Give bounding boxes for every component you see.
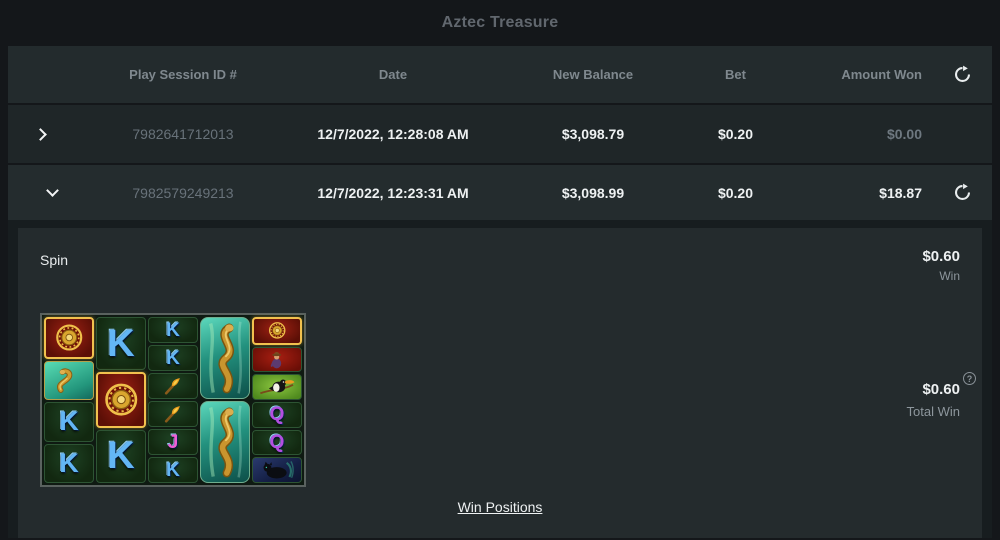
slot-cell-explorer (252, 346, 302, 373)
slot-cell-torch (148, 373, 198, 399)
detail-header: Spin $0.60 Win (40, 248, 960, 283)
slot-cell-snake-tall (200, 401, 250, 483)
slot-reel (200, 317, 250, 483)
win-positions-link[interactable]: Win Positions (457, 499, 543, 515)
replay-icon[interactable] (945, 176, 979, 210)
chevron-right-icon (34, 127, 47, 141)
new-balance-value: $3,098.99 (561, 184, 625, 201)
header-bet: Bet (725, 67, 746, 82)
slot-cell-K: K (96, 429, 146, 483)
refresh-icon[interactable] (945, 58, 979, 92)
total-win-block: $0.60 ? Total Win (906, 372, 976, 419)
slot-cell-torch (148, 401, 198, 427)
header-amount-won: Amount Won (841, 67, 922, 82)
collapse-row-button[interactable] (8, 184, 78, 197)
slot-cell-K: K (44, 402, 94, 442)
bet-value: $0.20 (717, 126, 754, 142)
slot-cell-Q: Q (252, 429, 302, 456)
slot-cell-K: K (148, 457, 198, 483)
slot-cell-K: K (148, 345, 198, 371)
action-label: Spin (40, 252, 69, 268)
amount-won-value: $0.00 (886, 126, 922, 142)
slot-cell-snake-tall (200, 317, 250, 399)
expand-row-button[interactable] (8, 127, 78, 141)
amount-won-value: $18.87 (879, 184, 922, 201)
slot-cell-K: K (96, 317, 146, 371)
slot-cell-K: K (44, 443, 94, 483)
win-block: $0.60 Win (922, 248, 960, 283)
chevron-down-icon (46, 184, 59, 197)
slot-cell-medallion (252, 317, 302, 345)
slot-cell-Q: Q (252, 402, 302, 428)
total-win-amount: $0.60 (922, 381, 960, 398)
win-amount: $0.60 (922, 248, 960, 265)
session-id-value: 7982641712013 (132, 126, 234, 142)
slot-cell-panther (252, 457, 302, 484)
total-win-label: Total Win (906, 404, 960, 419)
slot-cell-medallion (44, 317, 94, 359)
header-date: Date (378, 67, 408, 82)
slot-cell-J: J (148, 429, 198, 455)
session-id-value: 7982579249213 (132, 184, 234, 201)
date-value: 12/7/2022, 12:23:31 AM (317, 184, 469, 201)
bet-value: $0.20 (717, 184, 754, 201)
slot-cell-K: K (148, 317, 198, 343)
table-row[interactable]: 7982641712013 12/7/2022, 12:28:08 AM $3,… (8, 103, 992, 163)
detail-footer: Win Positions (40, 499, 960, 517)
header-new-balance: New Balance (552, 67, 634, 82)
win-label: Win (939, 269, 960, 283)
titlebar: Aztec Treasure (0, 0, 1000, 46)
new-balance-value: $3,098.79 (561, 126, 625, 142)
table-row[interactable]: 7982579249213 12/7/2022, 12:23:31 AM $3,… (8, 163, 992, 220)
slot-cell-medallion (96, 372, 146, 428)
history-table: Play Session ID # Date New Balance Bet A… (8, 46, 992, 538)
slot-cell-snake (44, 360, 94, 400)
slot-cell-toucan (252, 374, 302, 401)
header-session-id: Play Session ID # (129, 67, 237, 82)
table-header-row: Play Session ID # Date New Balance Bet A… (8, 46, 992, 103)
help-icon[interactable]: ? (963, 372, 976, 385)
page-title: Aztec Treasure (441, 14, 559, 31)
date-value: 12/7/2022, 12:28:08 AM (317, 126, 469, 142)
